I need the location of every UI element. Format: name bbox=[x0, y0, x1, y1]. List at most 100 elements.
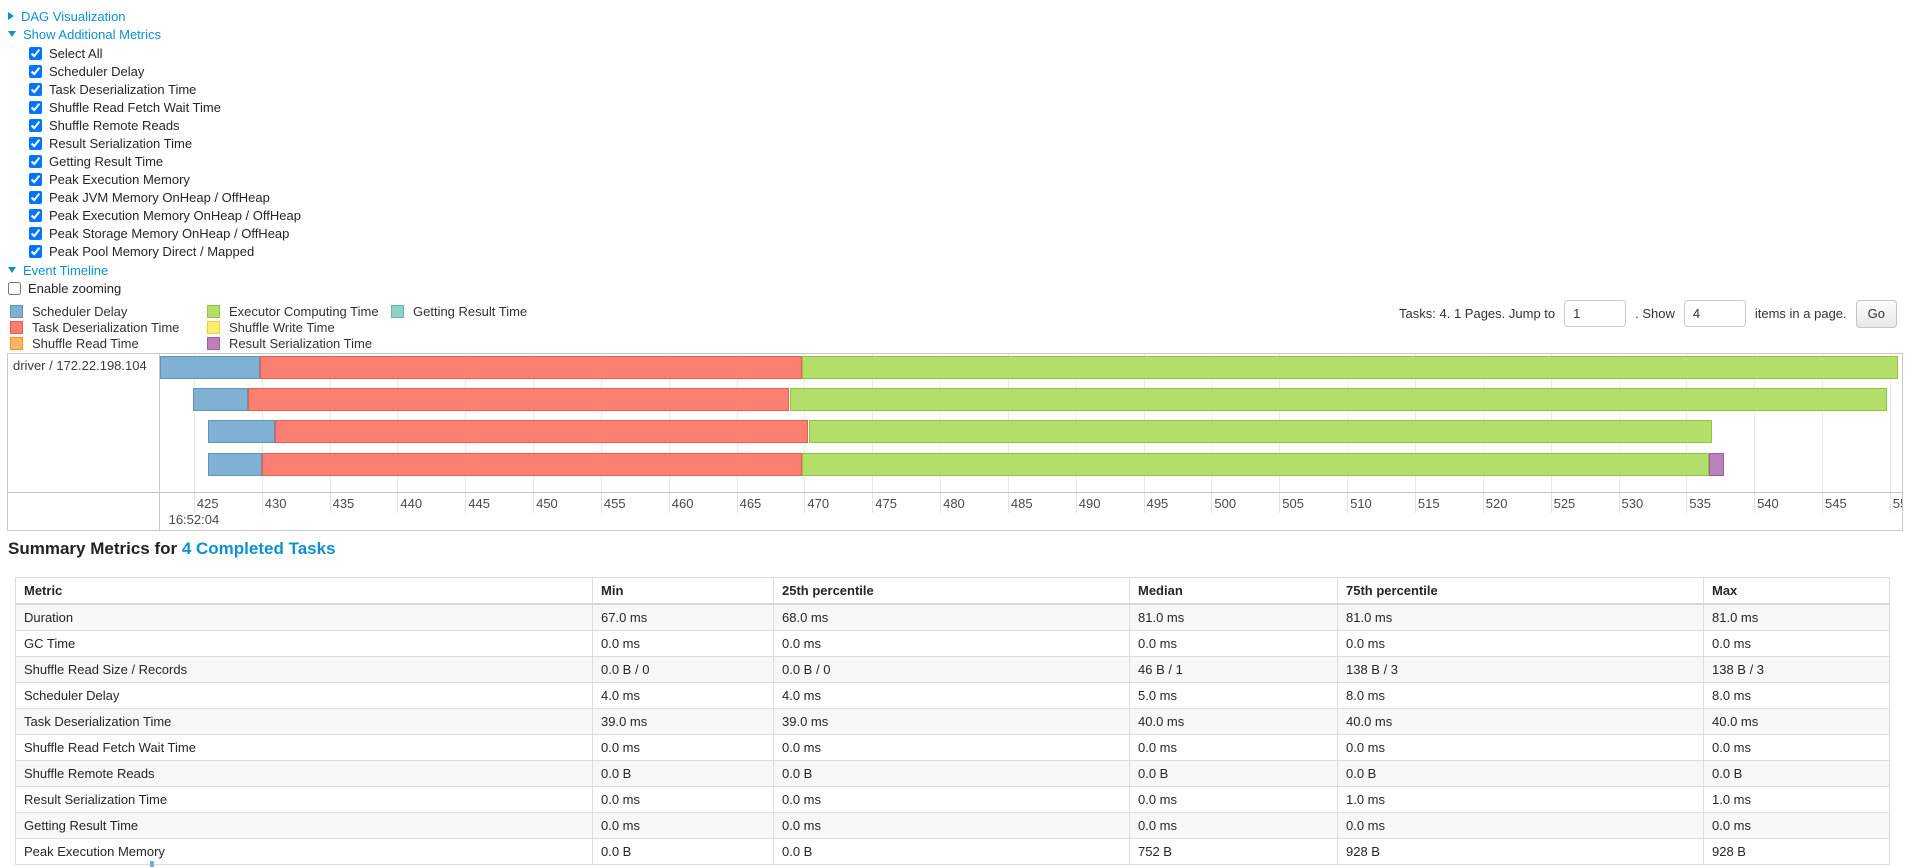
timeline-plot-area[interactable] bbox=[160, 354, 1902, 492]
metric-checkbox-label: Task Deserialization Time bbox=[49, 81, 197, 97]
tick-mark bbox=[261, 493, 263, 513]
jump-to-page-input[interactable] bbox=[1564, 300, 1627, 327]
metric-checkbox-shuffle-remote-reads[interactable] bbox=[29, 118, 42, 132]
axis-tick-label: 455 bbox=[603, 496, 626, 511]
axis-tick-label: 480 bbox=[943, 496, 965, 511]
axis-tick-label: 450 bbox=[536, 496, 558, 511]
metric-value-cell: 0.0 ms bbox=[592, 630, 774, 657]
tick-mark bbox=[1347, 493, 1349, 513]
expanded-arrow-icon bbox=[8, 31, 16, 37]
metric-checkbox-result-serialization-time[interactable] bbox=[29, 136, 42, 150]
tick-mark bbox=[193, 493, 195, 513]
legend-label: Task Deserialization Time bbox=[32, 319, 180, 335]
task-2-executor-computing-time-bar[interactable] bbox=[789, 388, 1888, 411]
metric-value-cell: 0.0 ms bbox=[1337, 812, 1704, 839]
tick-mark bbox=[533, 493, 535, 513]
event-timeline-toggle[interactable]: Event Timeline bbox=[8, 261, 108, 279]
metric-value-cell: 0.0 B bbox=[773, 838, 1130, 865]
task-3-task-deserialization-time-bar[interactable] bbox=[275, 420, 809, 443]
dag-visualization-toggle[interactable]: DAG Visualization bbox=[8, 7, 126, 25]
metric-checkbox-row-peak-jvm-memory-onheap-offheap[interactable]: Peak JVM Memory OnHeap / OffHeap bbox=[29, 188, 301, 206]
show-additional-metrics-toggle[interactable]: Show Additional Metrics bbox=[8, 25, 161, 43]
task-1-scheduler-delay-bar[interactable] bbox=[160, 356, 261, 379]
metric-checkbox-row-peak-pool-memory-direct-mapped[interactable]: Peak Pool Memory Direct / Mapped bbox=[29, 242, 301, 260]
metric-checkbox-label: Peak Storage Memory OnHeap / OffHeap bbox=[49, 225, 290, 241]
axis-tick-label: 485 bbox=[1010, 496, 1033, 511]
completed-tasks-link[interactable]: 4 Completed Tasks bbox=[181, 539, 336, 558]
go-button[interactable]: Go bbox=[1855, 299, 1897, 328]
metric-value-cell: 0.0 ms bbox=[1703, 734, 1890, 761]
collapsed-arrow-icon bbox=[8, 12, 14, 20]
table-row-scheduler-delay: Scheduler Delay 4.0 ms 4.0 ms 5.0 ms 8.0 ms 8… bbox=[15, 682, 1890, 709]
axis-tick-label: 475 bbox=[875, 496, 897, 511]
metric-checkbox-row-peak-execution-memory-onheap-offheap[interactable]: Peak Execution Memory OnHeap / OffHeap bbox=[29, 206, 301, 224]
metric-value-cell: 0.0 ms bbox=[773, 812, 1130, 839]
task-2-scheduler-delay-bar[interactable] bbox=[192, 388, 249, 411]
metric-value-cell: 0.0 ms bbox=[1129, 630, 1338, 657]
metric-checkbox-peak-storage-memory-onheap-offheap[interactable] bbox=[29, 226, 42, 240]
metric-checkbox-row-peak-execution-memory[interactable]: Peak Execution Memory bbox=[29, 170, 301, 188]
scheduler-delay-swatch-icon bbox=[10, 304, 23, 318]
task-4-result-serialization-time-bar[interactable] bbox=[1709, 453, 1725, 476]
metric-checkbox-task-deserialization-time[interactable] bbox=[29, 82, 42, 96]
summary-metrics-table: Metric Min 25th percentile Median 75th perce… bbox=[15, 577, 1890, 865]
enable-zooming-checkbox[interactable] bbox=[8, 281, 21, 295]
metric-checkbox-row-getting-result-time[interactable]: Getting Result Time bbox=[29, 152, 301, 170]
metric-name-cell: GC Time bbox=[15, 630, 593, 657]
axis-tick-label: 550 bbox=[1892, 496, 1902, 511]
metric-checkbox-peak-execution-memory-onheap-offheap[interactable] bbox=[29, 208, 42, 222]
metric-checkbox-row-scheduler-delay[interactable]: Scheduler Delay bbox=[29, 62, 301, 80]
task-pagination: Tasks: 4. 1 Pages. Jump to . Show items … bbox=[1399, 299, 1897, 328]
metric-checkbox-label: Peak JVM Memory OnHeap / OffHeap bbox=[49, 189, 270, 205]
metric-checkbox-scheduler-delay[interactable] bbox=[29, 64, 42, 78]
tick-mark bbox=[1889, 493, 1891, 513]
metric-checkbox-row-result-serialization-time[interactable]: Result Serialization Time bbox=[29, 134, 301, 152]
column-header-max: Max bbox=[1703, 577, 1890, 605]
metric-value-cell: 8.0 ms bbox=[1337, 682, 1704, 709]
metrics-checkbox-list: Select All Scheduler Delay Task Deserializ… bbox=[29, 44, 301, 260]
metric-name-cell: Peak Execution Memory bbox=[15, 838, 593, 865]
metric-checkbox-row-shuffle-remote-reads[interactable]: Shuffle Remote Reads bbox=[29, 116, 301, 134]
task-3-scheduler-delay-bar[interactable] bbox=[207, 420, 276, 443]
axis-tick-label: 490 bbox=[1078, 496, 1101, 511]
gridline bbox=[1889, 354, 1891, 492]
metric-value-cell: 138 B / 3 bbox=[1703, 656, 1890, 683]
metric-checkbox-peak-pool-memory-direct-mapped[interactable] bbox=[29, 244, 42, 258]
metric-checkbox-shuffle-read-fetch-wait-time[interactable] bbox=[29, 100, 42, 114]
task-3-executor-computing-time-bar[interactable] bbox=[808, 420, 1713, 443]
metric-checkbox-getting-result-time[interactable] bbox=[29, 154, 42, 168]
metric-checkbox-peak-jvm-memory-onheap-offheap[interactable] bbox=[29, 190, 42, 204]
enable-zooming-row[interactable]: Enable zooming bbox=[8, 279, 121, 297]
legend-item-getting-result-time: Getting Result Time bbox=[391, 304, 551, 319]
metric-checkbox-row-task-deserialization-time[interactable]: Task Deserialization Time bbox=[29, 80, 301, 98]
metric-value-cell: 0.0 B / 0 bbox=[773, 656, 1130, 683]
items-per-page-input[interactable] bbox=[1683, 300, 1746, 327]
task-4-scheduler-delay-bar[interactable] bbox=[207, 453, 262, 476]
metric-value-cell: 46 B / 1 bbox=[1129, 656, 1338, 683]
metric-checkbox-row-peak-storage-memory-onheap-offheap[interactable]: Peak Storage Memory OnHeap / OffHeap bbox=[29, 224, 301, 242]
task-1-task-deserialization-time-bar[interactable] bbox=[260, 356, 802, 379]
metric-value-cell: 39.0 ms bbox=[592, 708, 774, 735]
column-header-metric: Metric bbox=[15, 577, 593, 605]
task-4-task-deserialization-time-bar[interactable] bbox=[261, 453, 802, 476]
task-4-executor-computing-time-bar[interactable] bbox=[801, 453, 1710, 476]
legend-column: Scheduler Delay Task Deserialization Time… bbox=[10, 304, 207, 351]
metric-checkbox-row-shuffle-read-fetch-wait-time[interactable]: Shuffle Read Fetch Wait Time bbox=[29, 98, 301, 116]
axis-tick-label: 530 bbox=[1621, 496, 1644, 511]
metric-checkbox-row-select-all[interactable]: Select All bbox=[29, 44, 301, 62]
metric-value-cell: 40.0 ms bbox=[1129, 708, 1338, 735]
metric-value-cell: 0.0 ms bbox=[773, 630, 1130, 657]
table-row-shuffle-remote-reads: Shuffle Remote Reads 0.0 B 0.0 B 0.0 B 0.0 B… bbox=[15, 760, 1890, 787]
tasks-count-text: Tasks: 4. 1 Pages. Jump to bbox=[1399, 306, 1556, 321]
axis-tick-label: 460 bbox=[671, 496, 694, 511]
metric-checkbox-select-all[interactable] bbox=[29, 46, 42, 60]
metric-value-cell: 81.0 ms bbox=[1129, 603, 1338, 631]
task-2-task-deserialization-time-bar[interactable] bbox=[248, 388, 790, 411]
legend-label: Shuffle Read Time bbox=[32, 335, 139, 351]
time-axis: 425 430 435 440 445 450 455 460 465 470 475 480 485 4… bbox=[160, 493, 1902, 530]
tick-mark bbox=[1550, 493, 1552, 513]
legend-column: Executor Computing Time Shuffle Write Tim… bbox=[207, 304, 391, 351]
task-1-executor-computing-time-bar[interactable] bbox=[801, 356, 1898, 379]
metric-checkbox-peak-execution-memory[interactable] bbox=[29, 172, 42, 186]
tick-mark bbox=[872, 493, 874, 513]
